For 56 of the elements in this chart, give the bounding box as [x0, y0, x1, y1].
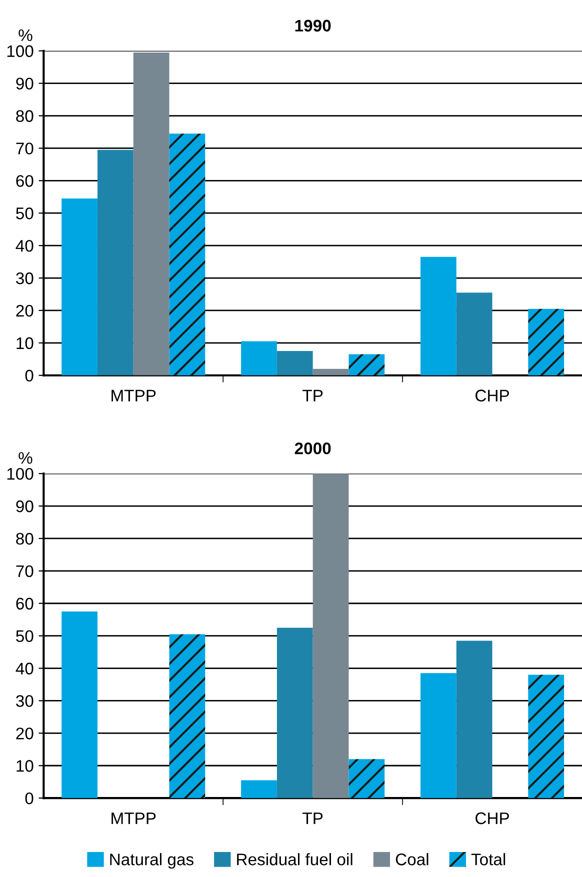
- y-tick-label: 60: [16, 598, 34, 610]
- y-tick-label: 90: [16, 500, 34, 512]
- bar: [169, 134, 206, 376]
- chart-title: 2000: [294, 442, 331, 454]
- x-tick-label: CHP: [476, 390, 509, 402]
- legend-label: Total: [471, 853, 506, 866]
- bar: [133, 52, 170, 376]
- bar: [528, 674, 564, 798]
- x-tick-label: MTPP: [112, 390, 156, 402]
- legend-label: Natural gas: [110, 853, 194, 869]
- y-tick-label: 80: [16, 110, 34, 122]
- chart-title: 1990: [295, 20, 331, 32]
- y-tick-label: 30: [16, 272, 34, 284]
- bar: [312, 368, 349, 376]
- bar: [276, 351, 313, 376]
- y-tick-label: 70: [16, 565, 34, 578]
- y-tick-label: 90: [16, 78, 34, 90]
- bar: [456, 292, 492, 376]
- y-tick-label: 10: [16, 337, 34, 350]
- x-tick-label: CHP: [476, 812, 509, 824]
- y-axis-title: %: [18, 29, 32, 42]
- bar: [456, 640, 492, 798]
- bar: [420, 673, 456, 798]
- bar: [169, 634, 206, 798]
- bar: [241, 341, 277, 376]
- bar: [241, 780, 277, 798]
- bar: [528, 308, 564, 376]
- bar: [348, 354, 385, 376]
- bar: [62, 611, 98, 798]
- y-tick-label: 0: [25, 792, 34, 804]
- bar: [276, 628, 313, 798]
- y-axis-title: %: [18, 452, 32, 464]
- y-tick-label: 50: [16, 208, 34, 220]
- y-tick-label: 40: [16, 662, 34, 674]
- y-tick-label: 100: [7, 45, 34, 58]
- legend-label: Coal: [396, 853, 428, 866]
- bar: [420, 256, 456, 376]
- y-tick-label: 40: [16, 240, 34, 252]
- x-tick-label: MTPP: [112, 812, 156, 824]
- x-tick-label: TP: [302, 390, 323, 402]
- y-tick-label: 0: [25, 370, 34, 382]
- y-tick-label: 30: [16, 695, 34, 707]
- y-tick-label: 10: [16, 760, 34, 772]
- y-tick-label: 60: [16, 175, 34, 187]
- bar: [348, 759, 385, 798]
- y-tick-label: 70: [16, 142, 34, 154]
- bar: [312, 474, 349, 798]
- y-tick-label: 80: [16, 532, 34, 545]
- y-tick-label: 20: [16, 304, 34, 317]
- y-tick-label: 100: [7, 468, 34, 480]
- bar: [62, 198, 98, 376]
- legend-label: Residual fuel oil: [237, 853, 352, 866]
- y-tick-label: 50: [16, 630, 34, 642]
- x-tick-label: TP: [302, 812, 323, 824]
- bar: [97, 150, 134, 376]
- y-tick-label: 20: [16, 728, 34, 740]
